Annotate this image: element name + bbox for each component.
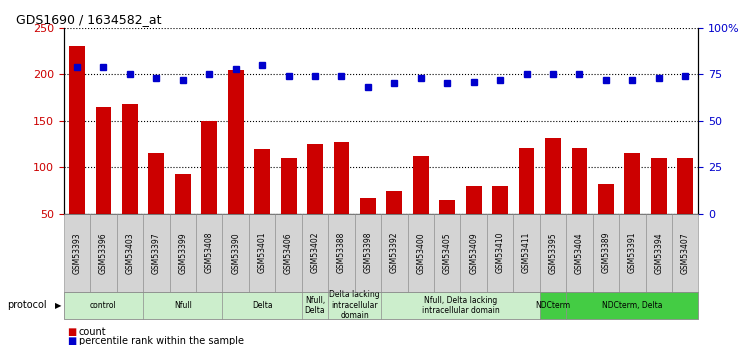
Bar bbox=[519, 148, 535, 260]
Text: GSM53410: GSM53410 bbox=[496, 232, 505, 274]
Bar bbox=[122, 104, 138, 260]
Text: ▶: ▶ bbox=[55, 301, 62, 310]
Bar bbox=[572, 148, 587, 260]
Text: GSM53399: GSM53399 bbox=[178, 232, 187, 274]
Text: GSM53408: GSM53408 bbox=[205, 232, 214, 274]
Text: control: control bbox=[90, 301, 117, 310]
Bar bbox=[387, 190, 403, 260]
Bar bbox=[333, 142, 349, 260]
Text: Nfull, Delta lacking
intracellular domain: Nfull, Delta lacking intracellular domai… bbox=[421, 296, 499, 315]
Bar bbox=[651, 158, 667, 260]
Text: GSM53407: GSM53407 bbox=[680, 232, 689, 274]
Text: ■: ■ bbox=[68, 336, 77, 345]
Bar bbox=[201, 121, 217, 260]
Bar bbox=[598, 184, 614, 260]
Text: GSM53388: GSM53388 bbox=[337, 232, 346, 273]
Text: percentile rank within the sample: percentile rank within the sample bbox=[79, 336, 244, 345]
Text: GSM53400: GSM53400 bbox=[416, 232, 425, 274]
Text: GSM53405: GSM53405 bbox=[443, 232, 452, 274]
Bar bbox=[545, 138, 561, 260]
Bar bbox=[360, 198, 376, 260]
Text: ■: ■ bbox=[68, 327, 77, 337]
Bar bbox=[677, 158, 693, 260]
Text: GSM53389: GSM53389 bbox=[602, 232, 611, 274]
Text: Nfull,
Delta: Nfull, Delta bbox=[305, 296, 325, 315]
Text: GSM53411: GSM53411 bbox=[522, 232, 531, 273]
Text: count: count bbox=[79, 327, 107, 337]
Text: NDCterm, Delta: NDCterm, Delta bbox=[602, 301, 662, 310]
Bar bbox=[228, 69, 243, 260]
Text: GSM53397: GSM53397 bbox=[152, 232, 161, 274]
Bar bbox=[149, 153, 164, 260]
Bar bbox=[254, 149, 270, 260]
Bar bbox=[175, 174, 191, 260]
Bar bbox=[466, 186, 481, 260]
Text: GSM53401: GSM53401 bbox=[258, 232, 267, 274]
Text: GSM53402: GSM53402 bbox=[310, 232, 319, 274]
Bar bbox=[624, 153, 641, 260]
Text: GSM53409: GSM53409 bbox=[469, 232, 478, 274]
Text: GDS1690 / 1634582_at: GDS1690 / 1634582_at bbox=[17, 13, 161, 27]
Text: GSM53392: GSM53392 bbox=[390, 232, 399, 274]
Text: GSM53390: GSM53390 bbox=[231, 232, 240, 274]
Bar bbox=[307, 144, 323, 260]
Text: Delta lacking
intracellular
domain: Delta lacking intracellular domain bbox=[330, 290, 380, 320]
Bar bbox=[439, 200, 455, 260]
Text: GSM53396: GSM53396 bbox=[99, 232, 108, 274]
Text: Delta: Delta bbox=[252, 301, 273, 310]
Text: GSM53404: GSM53404 bbox=[575, 232, 584, 274]
Bar bbox=[413, 156, 429, 260]
Bar bbox=[281, 158, 297, 260]
Text: GSM53394: GSM53394 bbox=[654, 232, 663, 274]
Text: GSM53403: GSM53403 bbox=[125, 232, 134, 274]
Text: NDCterm: NDCterm bbox=[535, 301, 571, 310]
Text: GSM53406: GSM53406 bbox=[284, 232, 293, 274]
Bar bbox=[69, 46, 85, 260]
Bar bbox=[492, 186, 508, 260]
Text: protocol: protocol bbox=[8, 300, 47, 310]
Text: GSM53393: GSM53393 bbox=[73, 232, 82, 274]
Text: GSM53395: GSM53395 bbox=[548, 232, 557, 274]
Text: GSM53391: GSM53391 bbox=[628, 232, 637, 274]
Bar bbox=[95, 107, 111, 260]
Text: GSM53398: GSM53398 bbox=[363, 232, 372, 274]
Text: Nfull: Nfull bbox=[174, 301, 192, 310]
